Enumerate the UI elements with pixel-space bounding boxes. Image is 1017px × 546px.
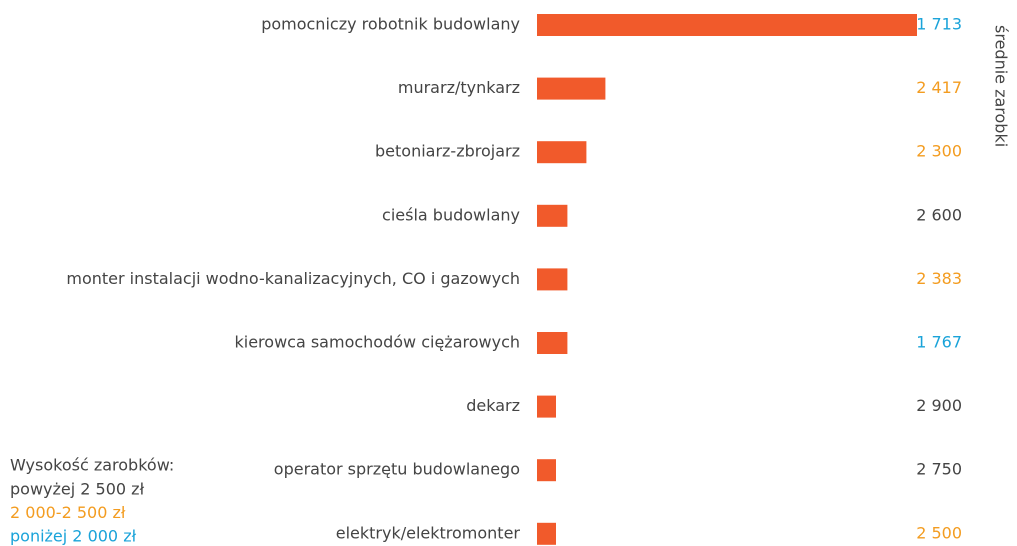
salary-label: 2 417	[916, 78, 962, 97]
category-label: dekarz	[466, 396, 520, 415]
category-label: elektryk/elektromonter	[336, 523, 521, 542]
category-label: monter instalacji wodno-kanalizacyjnych,…	[66, 269, 520, 288]
bar	[537, 268, 568, 291]
salary-label: 2 900	[916, 396, 962, 415]
salary-label: 2 600	[916, 205, 962, 224]
legend-item: powyżej 2 500 zł	[10, 480, 145, 499]
salary-label: 2 500	[916, 523, 962, 542]
salary-label: 1 767	[916, 333, 962, 352]
salary-label: 2 383	[916, 269, 962, 288]
category-label: pomocniczy robotnik budowlany	[261, 15, 520, 34]
bar	[537, 204, 568, 227]
bar	[537, 14, 917, 36]
category-label: operator sprzętu budowlanego	[274, 460, 520, 479]
legend-item: 2 000-2 500 zł	[10, 503, 126, 522]
bar	[537, 332, 568, 354]
category-label: kierowca samochodów ciężarowych	[235, 333, 521, 352]
legend-item: poniżej 2 000 zł	[10, 527, 137, 546]
category-label: murarz/tynkarz	[398, 78, 520, 97]
legend-title: Wysokość zarobków:	[10, 456, 174, 475]
salary-label: 1 713	[916, 15, 962, 34]
salary-label: 2 300	[916, 142, 962, 161]
category-label: betoniarz-zbrojarz	[375, 142, 520, 161]
salary-label: 2 750	[916, 460, 962, 479]
bar	[537, 459, 556, 482]
salary-axis-label: średnie zarobki	[992, 25, 1011, 147]
bar	[537, 522, 556, 545]
bar	[537, 141, 587, 164]
bar	[537, 77, 606, 100]
bar	[537, 395, 556, 418]
category-label: cieśla budowlany	[382, 205, 520, 224]
